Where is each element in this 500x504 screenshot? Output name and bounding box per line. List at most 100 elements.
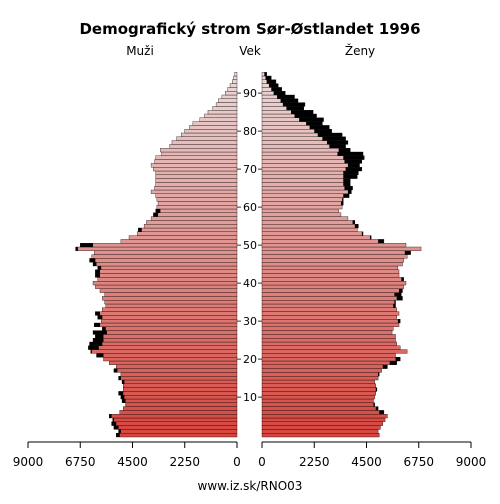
female-excess-bar: [399, 288, 403, 293]
female-bar: [261, 410, 385, 415]
female-excess-bar: [338, 148, 351, 152]
female-excess-bar: [271, 87, 282, 92]
female-excess-bar: [282, 102, 305, 107]
female-excess-bar: [294, 114, 317, 118]
male-bar: [121, 379, 238, 384]
male-bars-group: [75, 72, 238, 438]
male-excess-bar: [122, 399, 126, 403]
male-bar: [207, 110, 238, 115]
age-axis-label: Vek: [239, 44, 261, 58]
female-bar: [261, 357, 401, 362]
male-bar: [89, 341, 238, 346]
female-excess-bar: [317, 133, 343, 137]
male-bar: [143, 224, 238, 229]
male-bar: [111, 421, 238, 426]
male-bar: [192, 121, 238, 126]
male-bar: [169, 144, 238, 149]
male-bar: [155, 208, 238, 213]
male-excess-bar: [89, 342, 103, 346]
male-bar: [155, 170, 238, 175]
female-bar: [261, 330, 393, 335]
female-x-tick-label: 9000: [456, 455, 487, 469]
male-excess-bar: [109, 414, 112, 418]
female-bar: [261, 193, 350, 198]
male-excess-bar: [118, 376, 121, 380]
female-bar: [261, 349, 408, 354]
female-bar: [261, 227, 358, 232]
male-bar: [92, 262, 238, 267]
female-excess-bar: [382, 364, 388, 369]
male-bar: [221, 94, 238, 99]
female-bar: [261, 395, 375, 400]
female-excess-bar: [306, 121, 323, 126]
female-excess-bar: [309, 125, 330, 130]
female-excess-bar: [393, 304, 396, 308]
male-excess-bar: [89, 258, 96, 263]
female-excess-bar: [337, 152, 364, 156]
male-bar: [189, 125, 238, 130]
male-excess-bar: [122, 380, 125, 384]
female-x-tick-label: 6750: [403, 455, 434, 469]
male-bar: [92, 330, 238, 335]
female-bar: [261, 246, 422, 251]
male-excess-bar: [96, 353, 104, 358]
male-bar: [204, 113, 238, 118]
male-excess-bar: [116, 433, 120, 437]
female-bar: [261, 186, 353, 191]
female-excess-bar: [397, 319, 401, 323]
male-bar: [103, 357, 238, 362]
female-excess-bar: [343, 182, 351, 187]
male-bar: [171, 140, 238, 145]
male-bar: [125, 402, 238, 407]
male-bar: [199, 117, 238, 122]
male-bar: [136, 231, 238, 236]
female-bar: [261, 148, 351, 153]
age-tick-label: 30: [243, 315, 257, 328]
male-bar: [102, 296, 238, 301]
male-bar: [138, 227, 238, 232]
female-excess-bar: [394, 300, 396, 304]
female-x-tick-label: 0: [258, 455, 266, 469]
female-bar: [261, 303, 396, 308]
age-ticks-group: 10 20 30 40 50 60 70 80 90: [237, 87, 262, 404]
female-label: Ženy: [345, 43, 375, 58]
female-bar: [261, 163, 360, 168]
female-bar: [261, 254, 408, 259]
female-excess-bar: [299, 117, 324, 122]
male-excess-bar: [95, 273, 100, 278]
female-bar: [261, 174, 358, 179]
male-bar: [153, 212, 238, 217]
male-bar: [120, 239, 238, 244]
age-tick-label: 10: [243, 391, 257, 404]
male-excess-bar: [118, 391, 124, 396]
male-excess-bar: [94, 323, 100, 327]
male-bar: [112, 417, 238, 422]
male-bar: [233, 75, 238, 80]
male-bar: [102, 326, 238, 331]
male-excess-bar: [97, 266, 102, 270]
female-bar: [261, 402, 375, 407]
male-bar: [80, 243, 238, 248]
female-excess-bar: [277, 95, 295, 99]
age-tick-label: 80: [243, 125, 257, 138]
female-bar: [261, 425, 381, 430]
female-excess-bar: [286, 106, 304, 111]
male-bar: [95, 273, 238, 278]
female-bar: [261, 239, 385, 244]
male-bar: [97, 315, 238, 320]
male-bar: [120, 395, 238, 400]
male-bar: [155, 178, 238, 183]
female-bar: [261, 368, 382, 373]
age-tick-label: 90: [243, 87, 257, 100]
male-bar: [161, 151, 238, 156]
female-bar: [261, 406, 379, 411]
male-bar: [119, 410, 238, 415]
female-excess-bar: [347, 163, 360, 168]
male-bar: [116, 433, 238, 438]
male-bar: [146, 220, 238, 225]
male-bar: [123, 406, 238, 411]
male-excess-bar: [88, 345, 99, 350]
female-excess-bar: [396, 296, 403, 301]
male-bar: [154, 159, 238, 164]
